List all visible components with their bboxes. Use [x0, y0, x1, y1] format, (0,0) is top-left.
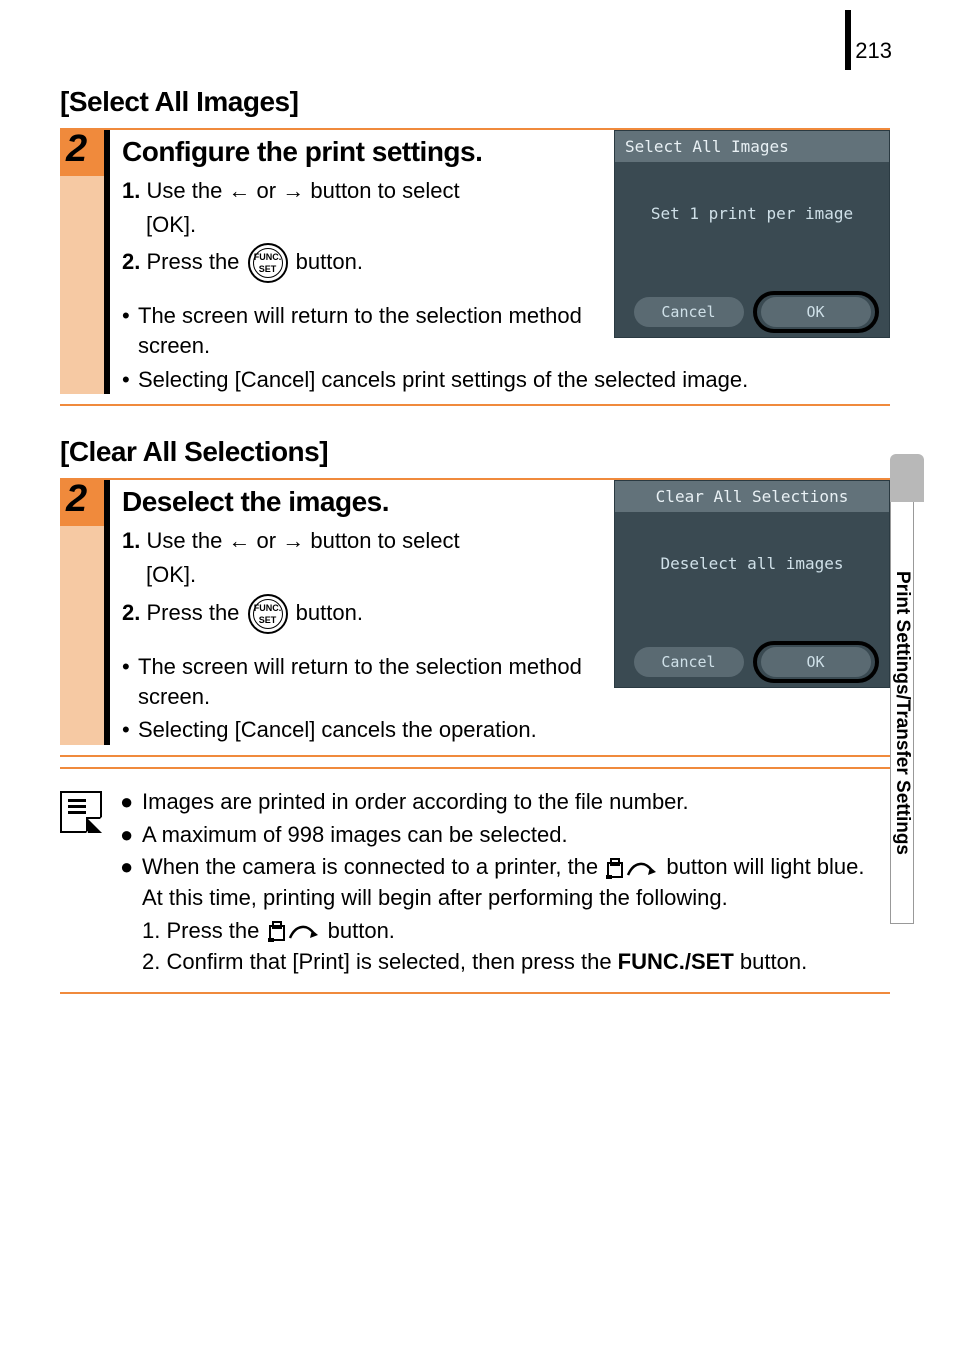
step-number: 2: [66, 128, 87, 171]
text: button.: [328, 918, 395, 943]
camera-screen-clear-all: Clear All Selections Deselect all images…: [614, 480, 890, 688]
text: Use the: [146, 528, 228, 553]
notes-block: ● Images are printed in order according …: [60, 787, 890, 978]
text: or: [257, 528, 283, 553]
func-label-bottom: SET: [250, 263, 286, 275]
text: 1. Press the: [142, 918, 266, 943]
note-text: When the camera is connected to a printe…: [142, 852, 890, 914]
text: button to select: [310, 178, 459, 203]
text: 2. Confirm that [Print] is selected, the…: [142, 949, 618, 974]
func-set-icon: FUNC. SET: [248, 243, 288, 283]
text: When the camera is connected to a printe…: [142, 854, 604, 879]
text: button.: [296, 600, 363, 625]
camera-screen-title: Clear All Selections: [615, 481, 889, 512]
print-share-icon: [606, 857, 658, 881]
bullet: •: [122, 715, 138, 745]
camera-screen-buttons: Cancel OK: [615, 297, 889, 327]
print-share-icon: [268, 920, 320, 944]
page-content: [Select All Images] 2 Select All Images …: [60, 86, 890, 994]
text: [OK].: [146, 560, 642, 590]
section1-step: 2 Select All Images Set 1 print per imag…: [60, 130, 890, 406]
text: Press the: [146, 600, 245, 625]
page-number: 213: [855, 38, 892, 70]
note-icon-column: [60, 787, 120, 978]
bullet: ●: [120, 787, 142, 818]
camera-cancel-button: Cancel: [634, 297, 744, 327]
arrow-right-icon: →: [282, 178, 304, 203]
camera-screen-message: Deselect all images: [615, 554, 889, 573]
text: The screen will return to the selection …: [138, 301, 632, 360]
bullet: •: [122, 365, 138, 395]
arrow-left-icon: ←: [228, 528, 250, 553]
camera-screen-title: Select All Images: [615, 131, 889, 162]
bullet: ●: [120, 820, 142, 851]
divider: [60, 767, 890, 769]
notes-body: ● Images are printed in order according …: [120, 787, 890, 978]
text: Use the: [146, 178, 228, 203]
text: The screen will return to the selection …: [138, 652, 632, 711]
func-set-icon: FUNC. SET: [248, 594, 288, 634]
note-text: A maximum of 998 images can be selected.: [142, 820, 568, 851]
side-tab-marker: [890, 454, 924, 502]
substep-number: 2.: [122, 600, 140, 625]
camera-screen-message: Set 1 print per image: [615, 204, 889, 223]
text: Selecting [Cancel] cancels print setting…: [138, 365, 748, 395]
bullet: •: [122, 652, 138, 711]
text: button to select: [310, 528, 459, 553]
page-number-tick: [845, 10, 851, 70]
note-icon: [60, 791, 102, 833]
step-text: 1. Use the ← or → button to select [OK].…: [122, 526, 642, 711]
text: button.: [296, 249, 363, 274]
text: button.: [740, 949, 807, 974]
note-substeps: 1. Press the button. 2. Confirm that: [142, 916, 890, 978]
bullet: ●: [120, 852, 142, 914]
step-text: 1. Use the ← or → button to select [OK].…: [122, 176, 642, 361]
text-bold: FUNC./SET: [618, 949, 734, 974]
arrow-right-icon: →: [282, 528, 304, 553]
section2-title: [Clear All Selections]: [60, 436, 890, 468]
arrow-left-icon: ←: [228, 178, 250, 203]
camera-screen-select-all: Select All Images Set 1 print per image …: [614, 130, 890, 338]
side-tab-label: Print Settings/Transfer Settings: [890, 502, 914, 924]
substep-number: 1.: [122, 528, 140, 553]
func-label-top: FUNC.: [250, 602, 286, 614]
text: Selecting [Cancel] cancels the operation…: [138, 715, 537, 745]
page-number-block: 213: [845, 10, 892, 70]
section2-step: 2 Clear All Selections Deselect all imag…: [60, 480, 890, 756]
step-body: Clear All Selections Deselect all images…: [110, 480, 890, 744]
func-label-top: FUNC.: [250, 251, 286, 263]
camera-cancel-button: Cancel: [634, 647, 744, 677]
substep-number: 1.: [122, 178, 140, 203]
divider: [60, 992, 890, 994]
text: [OK].: [146, 210, 642, 240]
camera-ok-button: OK: [761, 297, 871, 327]
substep-number: 2.: [122, 249, 140, 274]
step-number-column: 2: [60, 130, 104, 394]
func-label-bottom: SET: [250, 614, 286, 626]
step-number: 2: [66, 478, 87, 521]
text: or: [257, 178, 283, 203]
section1-title: [Select All Images]: [60, 86, 890, 118]
step-number-column: 2: [60, 480, 104, 744]
text: Press the: [146, 249, 245, 274]
bullet: •: [122, 301, 138, 360]
side-tab: Print Settings/Transfer Settings: [890, 454, 924, 924]
note-text: Images are printed in order according to…: [142, 787, 689, 818]
step-body: Select All Images Set 1 print per image …: [110, 130, 890, 394]
camera-screen-buttons: Cancel OK: [615, 647, 889, 677]
camera-ok-button: OK: [761, 647, 871, 677]
